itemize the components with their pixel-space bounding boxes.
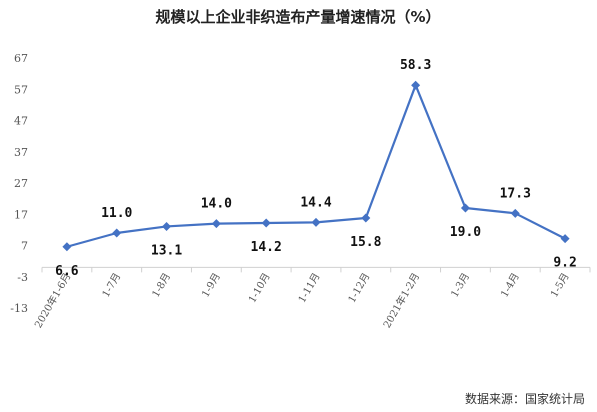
data-point <box>361 213 371 223</box>
data-label: 6.6 <box>55 264 79 279</box>
y-tick-label: -3 <box>17 271 28 284</box>
y-tick-label: 27 <box>14 177 28 190</box>
y-tick-label: 57 <box>14 83 28 96</box>
y-tick-label: 17 <box>14 208 28 221</box>
data-label: 19.0 <box>450 225 481 240</box>
y-tick-label: -13 <box>10 302 28 315</box>
data-point <box>162 221 172 231</box>
data-label: 17.3 <box>500 186 531 201</box>
y-tick-label: 67 <box>14 52 28 65</box>
data-point <box>411 80 421 90</box>
x-tick-label: 1-3月 <box>449 271 472 300</box>
data-label: 14.4 <box>300 195 331 210</box>
x-tick-label: 1-4月 <box>498 271 521 300</box>
y-axis: 67 57 47 37 27 17 7 -3 -13 <box>10 52 28 315</box>
series-layer: 6.6 11.0 13.1 14.0 14.2 14.4 15.8 58.3 19.0 17.3 9… <box>55 58 577 279</box>
y-tick-label: 37 <box>14 146 28 159</box>
data-point <box>211 219 221 229</box>
data-point <box>460 203 470 213</box>
data-label: 11.0 <box>101 206 132 221</box>
data-point <box>560 234 570 244</box>
x-tick-label: 1-7月 <box>100 271 123 300</box>
data-label: 58.3 <box>400 58 431 73</box>
x-tick-label: 1-5月 <box>548 271 571 300</box>
y-tick-label: 7 <box>21 240 28 253</box>
data-label: 15.8 <box>350 235 381 250</box>
x-tick-label: 2020年1-6月 <box>31 270 73 330</box>
x-tick-label: 1-9月 <box>200 271 223 300</box>
x-axis: 2020年1-6月 1-7月 1-8月 1-9月 1-10月 1-11月 1-12月 2021… <box>31 266 591 330</box>
data-point <box>112 228 122 238</box>
x-tick-label: 1-11月 <box>296 271 323 305</box>
data-label: 14.0 <box>201 197 232 212</box>
source-note: 数据来源：国家统计局 <box>465 391 585 406</box>
x-tick-label: 1-10月 <box>246 271 273 305</box>
x-tick-label: 1-12月 <box>346 271 373 305</box>
data-label: 14.2 <box>251 240 282 255</box>
x-tick-label: 1-8月 <box>150 271 173 300</box>
data-point <box>510 208 520 218</box>
data-point <box>62 242 72 252</box>
data-label: 13.1 <box>151 243 182 258</box>
data-label: 9.2 <box>553 256 576 271</box>
y-tick-label: 47 <box>14 115 28 128</box>
chart-title: 规模以上企业非织造布产量增速情况（%） <box>155 8 440 26</box>
x-tick-label: 2021年1-2月 <box>380 270 422 330</box>
data-point <box>261 218 271 228</box>
data-point <box>311 217 321 227</box>
